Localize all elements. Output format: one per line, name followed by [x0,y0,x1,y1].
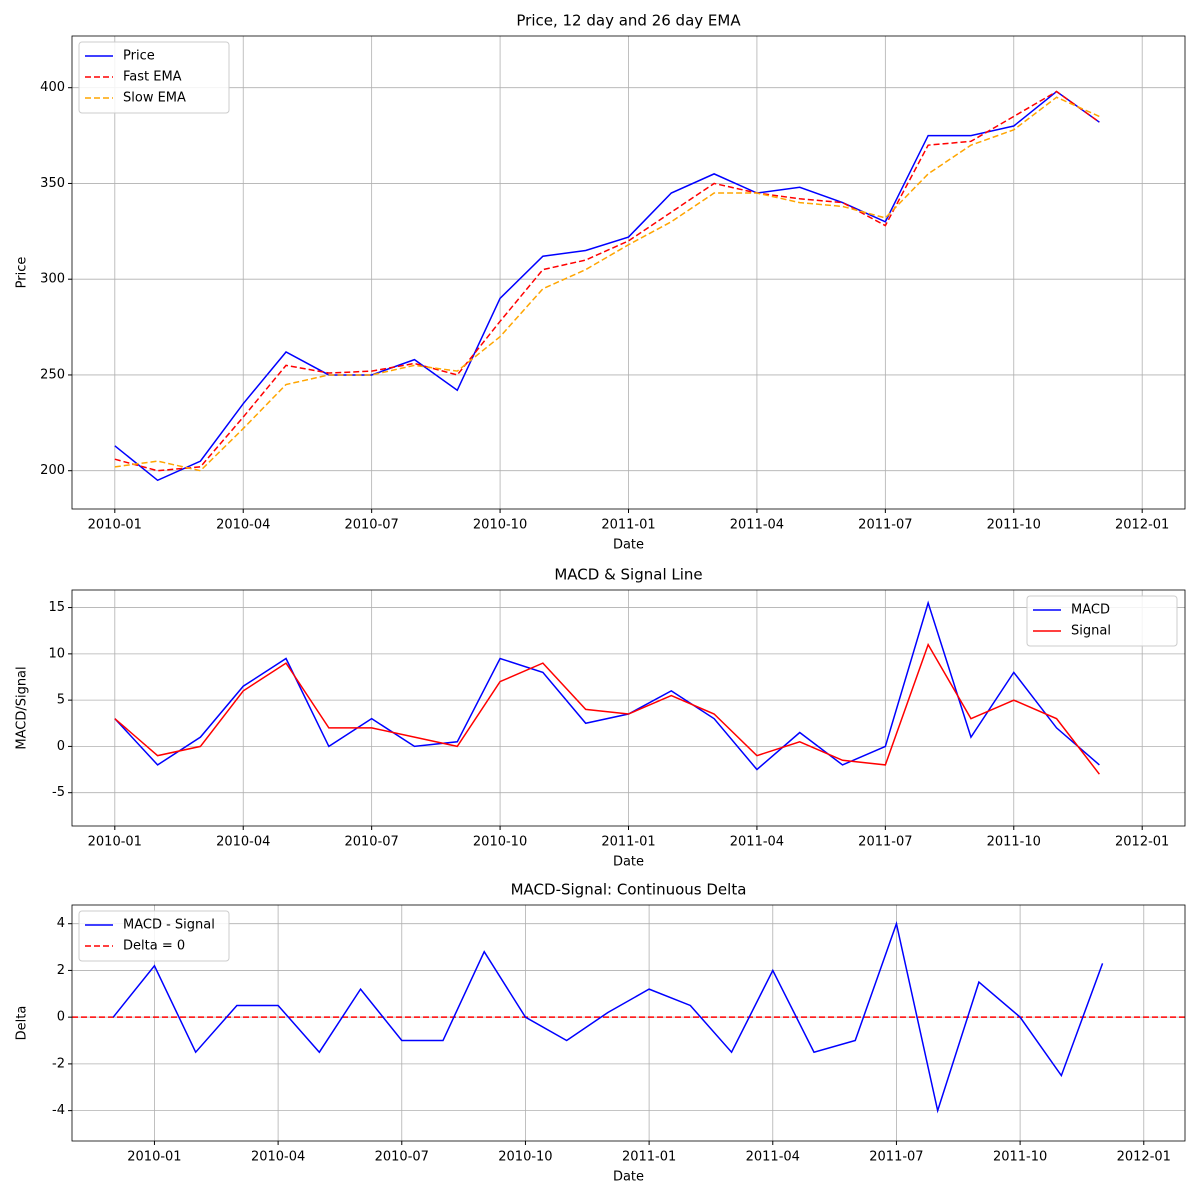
x-tick-label: 2011-10 [987,835,1041,850]
y-tick-label: 300 [40,272,65,287]
legend-label: MACD - Signal [123,918,215,933]
x-tick-label: 2012-01 [1117,1150,1171,1165]
line-series [114,90,1100,472]
x-tick-label: 2010-04 [216,835,270,850]
x-axis-label: Date [613,538,644,553]
chart-title: MACD & Signal Line [554,566,702,584]
y-tick-label: -2 [52,1056,65,1071]
x-tick-label: 2011-04 [730,835,784,850]
legend-label: Fast EMA [123,70,182,85]
y-tick-label: 400 [40,80,65,95]
legend: MACD Signal [1026,595,1178,647]
x-tick-label: 2010-01 [88,518,142,533]
x-tick-label: 2011-01 [601,518,655,533]
y-tick-label: 250 [40,367,65,382]
x-tick-label: 2010-07 [375,1150,429,1165]
y-tick-label: 2 [57,963,65,978]
x-tick-label: 2010-04 [216,518,270,533]
x-tick-label: 2010-01 [88,835,142,850]
x-tick-label: 2010-01 [127,1150,181,1165]
legend-label: Signal [1071,624,1111,639]
line-series [112,920,1104,1114]
x-tick-label: 2011-04 [730,518,784,533]
chart-title: MACD-Signal: Continuous Delta [511,881,747,899]
y-axis-label: MACD/Signal [15,666,30,749]
x-tick-label: 2010-10 [473,518,527,533]
legend-box [1026,595,1178,647]
x-tick-label: 2010-07 [344,518,398,533]
x-tick-label: 2011-07 [858,518,912,533]
x-tick-label: 2011-01 [601,835,655,850]
y-tick-label: -4 [52,1103,65,1118]
x-tick-label: 2011-07 [858,835,912,850]
x-tick-label: 2011-04 [746,1150,800,1165]
plot-frame [71,35,1186,510]
y-tick-label: 0 [57,739,65,754]
y-tick-label: 0 [57,1010,65,1025]
x-tick-label: 2012-01 [1115,518,1169,533]
line-series [114,90,1100,482]
x-tick-label: 2010-07 [344,835,398,850]
legend: MACD - Signal Delta = 0 [78,910,230,962]
x-tick-label: 2010-10 [473,835,527,850]
line-series [114,600,1100,771]
plot-frame [71,904,1186,1142]
y-axis-label: Price [15,257,30,289]
legend-label: Slow EMA [123,91,186,106]
x-axis-label: Date [613,1170,644,1185]
x-tick-label: 2010-04 [251,1150,305,1165]
y-tick-label: -5 [52,785,65,800]
y-tick-label: 10 [48,646,65,661]
y-tick-label: 5 [57,693,65,708]
x-tick-label: 2011-10 [987,518,1041,533]
y-tick-label: 4 [57,916,65,931]
x-tick-label: 2011-10 [993,1150,1047,1165]
legend-label: Price [123,49,155,64]
legend-label: MACD [1071,603,1110,618]
line-series [114,96,1100,472]
plot-frame [71,589,1186,827]
legend: Price Fast EMA Slow EMA [78,41,230,114]
chart-title: Price, 12 day and 26 day EMA [516,12,741,30]
x-tick-label: 2011-07 [869,1150,923,1165]
x-tick-label: 2010-10 [498,1150,552,1165]
y-tick-label: 200 [40,463,65,478]
legend-box [78,41,230,114]
y-tick-label: 350 [40,176,65,191]
line-series [114,642,1100,775]
legend-box [78,910,230,962]
legend-label: Delta = 0 [123,939,185,954]
x-axis-label: Date [613,855,644,870]
x-tick-label: 2012-01 [1115,835,1169,850]
y-axis-label: Delta [15,1006,30,1041]
x-tick-label: 2011-01 [622,1150,676,1165]
y-tick-label: 15 [48,600,65,615]
